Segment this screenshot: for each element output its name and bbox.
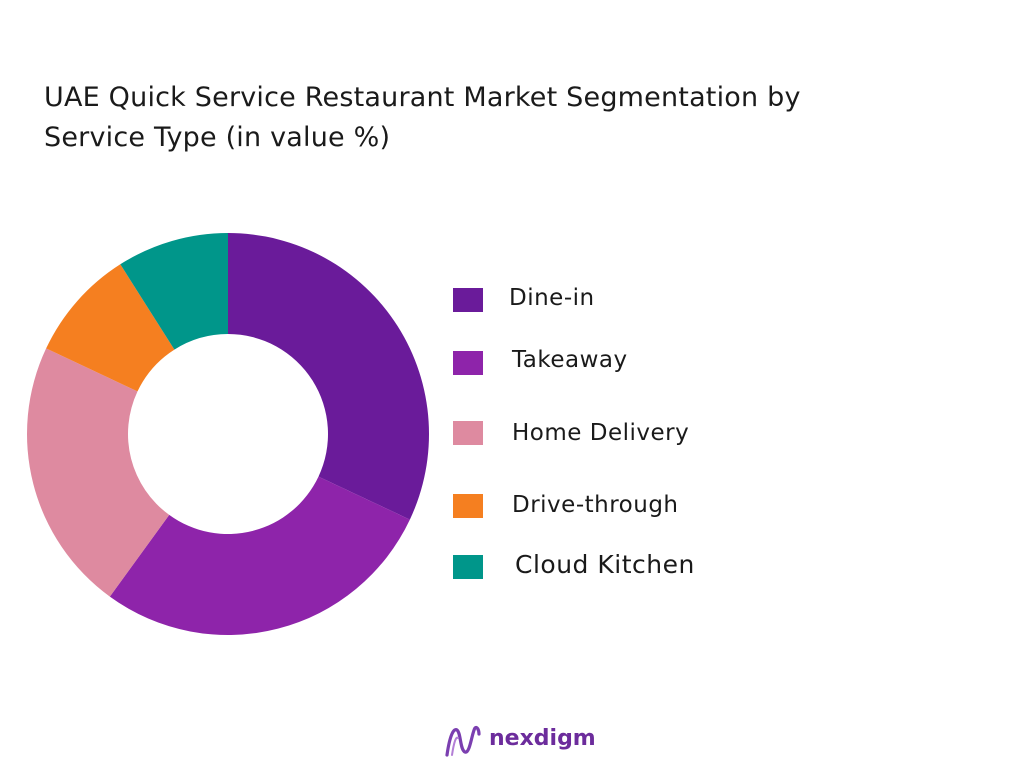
chart-title-line-1: UAE Quick Service Restaurant Market Segm… xyxy=(44,82,801,113)
legend-swatch-takeaway xyxy=(453,351,483,375)
legend-label-takeaway: Takeaway xyxy=(512,347,628,373)
chart-title-line-2: Service Type (in value %) xyxy=(44,122,391,153)
legend-label-home-delivery: Home Delivery xyxy=(512,420,690,446)
chart-title: UAE Quick Service Restaurant Market Segm… xyxy=(44,78,944,158)
legend-label-drive-through: Drive-through xyxy=(512,492,679,518)
legend-swatch-home-delivery xyxy=(453,421,483,445)
legend-swatch-drive-through xyxy=(453,494,483,518)
brand-name: nexdigm xyxy=(489,726,596,751)
legend-label-cloud-kitchen: Cloud Kitchen xyxy=(515,550,695,579)
donut-slice-drive-through xyxy=(46,264,175,392)
donut-slice-dine-in xyxy=(228,233,430,520)
donut-slice-takeaway xyxy=(109,476,410,635)
legend-swatch-dine-in xyxy=(453,288,483,312)
legend-label-dine-in: Dine-in xyxy=(509,285,595,311)
legend-swatch-cloud-kitchen xyxy=(453,555,483,579)
nexdigm-logo-icon xyxy=(445,725,481,757)
donut-slice-cloud-kitchen xyxy=(120,233,228,350)
donut-slice-home-delivery xyxy=(26,348,170,597)
